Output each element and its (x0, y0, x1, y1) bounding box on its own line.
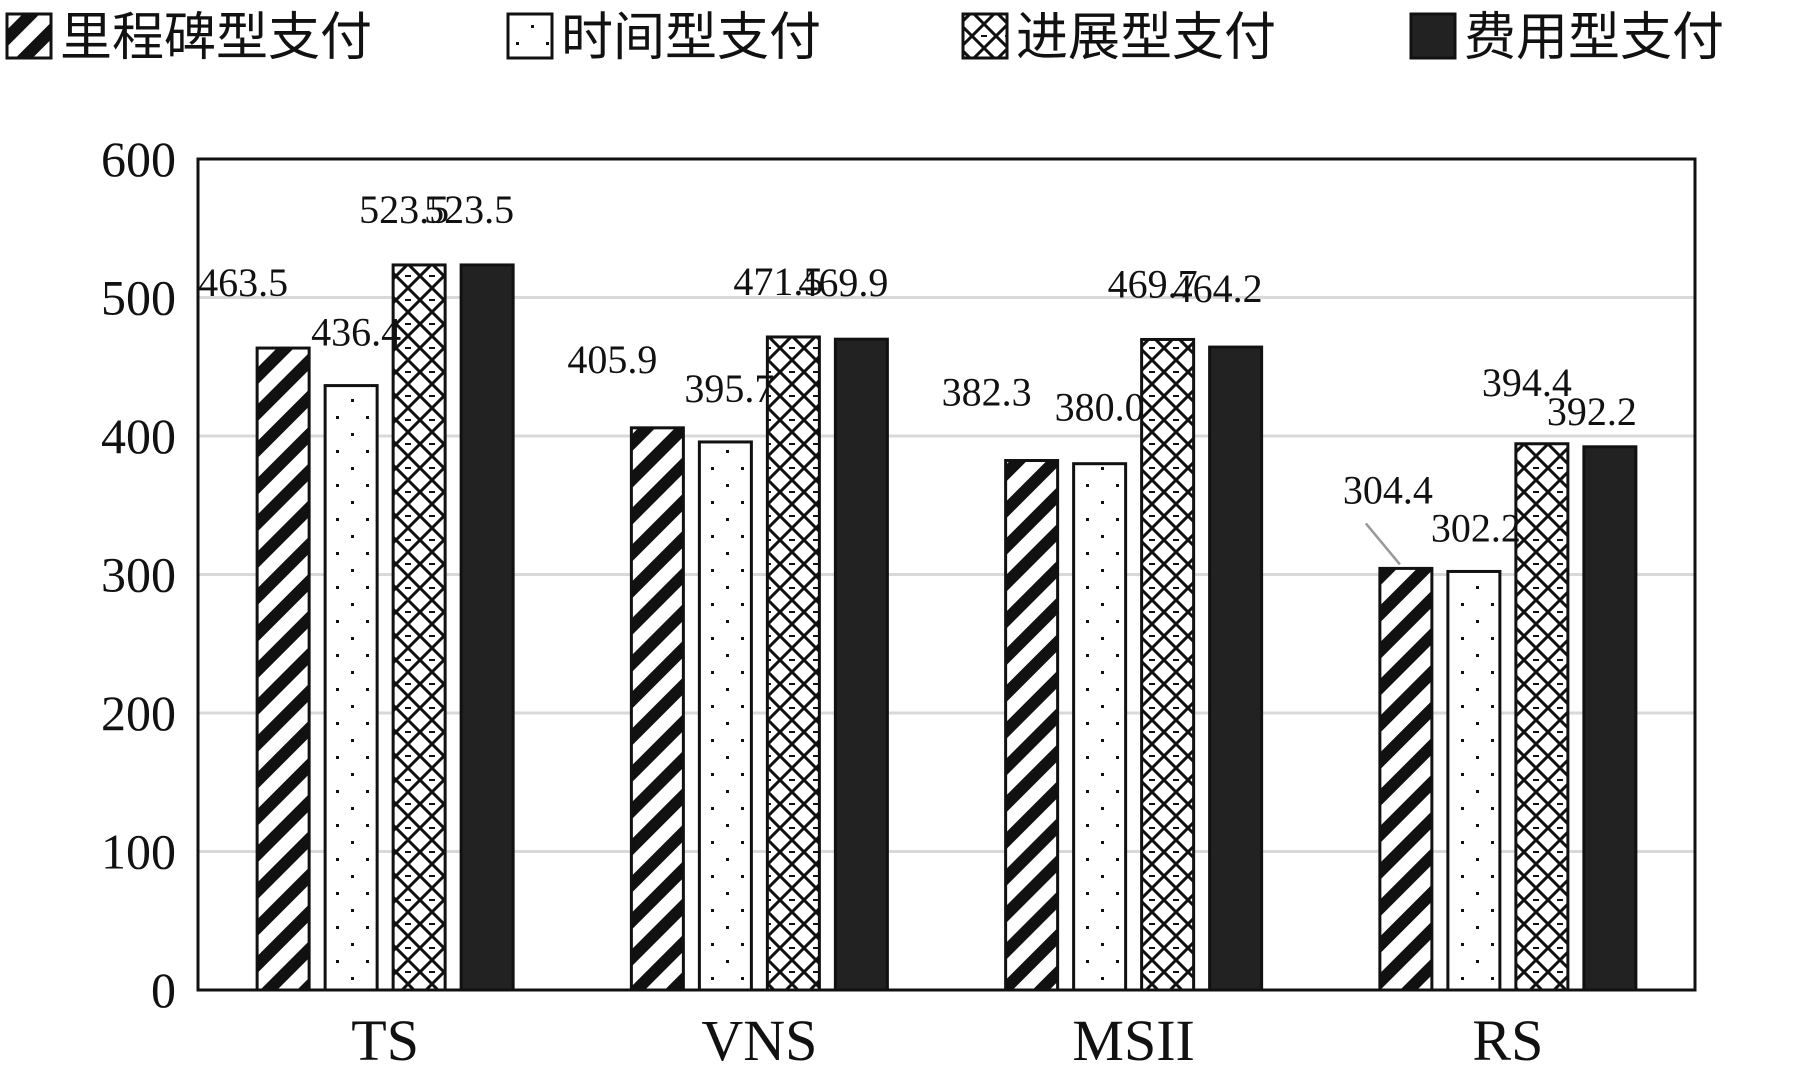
x-tick-label: MSII (1072, 1008, 1194, 1073)
bar (255, 346, 311, 992)
y-tick-label: 600 (101, 131, 176, 187)
y-tick-label: 400 (101, 408, 176, 464)
bar (765, 335, 821, 992)
data-label: 523.5 (359, 187, 449, 232)
data-label: 523.5 (424, 187, 514, 232)
bar (1582, 445, 1638, 992)
bar (1072, 462, 1128, 992)
y-tick-label: 100 (101, 824, 176, 880)
bar (1514, 442, 1570, 992)
bar (697, 440, 753, 992)
x-tick-label: TS (351, 1008, 419, 1073)
y-tick-label: 500 (101, 270, 176, 326)
legend-swatch (506, 12, 554, 60)
plot-frame (196, 157, 1697, 992)
bar (1378, 566, 1434, 992)
bar (1446, 569, 1502, 992)
data-label: 382.3 (942, 370, 1032, 415)
y-tick-label: 200 (101, 685, 176, 741)
axes: 0 100 200 300 400 500 600 TS VNS MSII RS (101, 131, 1697, 1073)
bars (255, 263, 1638, 992)
legend-swatch (5, 12, 53, 60)
legend-label: 时间型支付 (561, 8, 821, 68)
data-label: 302.2 (1431, 505, 1521, 550)
data-label: 392.2 (1547, 389, 1637, 434)
data-label: 436.4 (311, 310, 401, 355)
y-tick-label: 0 (151, 962, 176, 1018)
data-label: 463.5 (198, 260, 288, 305)
data-label: 469.7 (1108, 261, 1198, 306)
data-label: 471.5 (733, 259, 823, 304)
data-label: 464.2 (1173, 266, 1263, 311)
bar (629, 426, 685, 992)
x-tick-label: RS (1472, 1008, 1543, 1073)
bar (1004, 459, 1060, 992)
data-label: 405.9 (567, 337, 657, 382)
bar (323, 384, 379, 992)
legend-swatch (1409, 12, 1457, 60)
bar (1140, 337, 1196, 992)
bar (391, 263, 447, 992)
bar (1208, 345, 1264, 992)
data-label: 394.4 (1482, 360, 1572, 405)
data-label: 395.7 (684, 366, 774, 411)
data-label: 304.4 (1343, 467, 1433, 512)
gridlines (198, 296, 1695, 853)
legend-label: 里程碑型支付 (60, 8, 372, 68)
legend-label: 费用型支付 (1464, 8, 1724, 68)
legend: 里程碑型支付 时间型支付 进展型支付 费用型支付 (5, 8, 1724, 68)
bar (833, 337, 889, 992)
bar (459, 263, 515, 992)
y-tick-label: 300 (101, 547, 176, 603)
data-label: 380.0 (1055, 385, 1145, 430)
legend-swatch (961, 12, 1009, 60)
leader-line (1364, 522, 1401, 566)
legend-label: 进展型支付 (1016, 8, 1276, 68)
x-tick-label: VNS (701, 1008, 817, 1073)
data-label: 469.9 (798, 260, 888, 305)
